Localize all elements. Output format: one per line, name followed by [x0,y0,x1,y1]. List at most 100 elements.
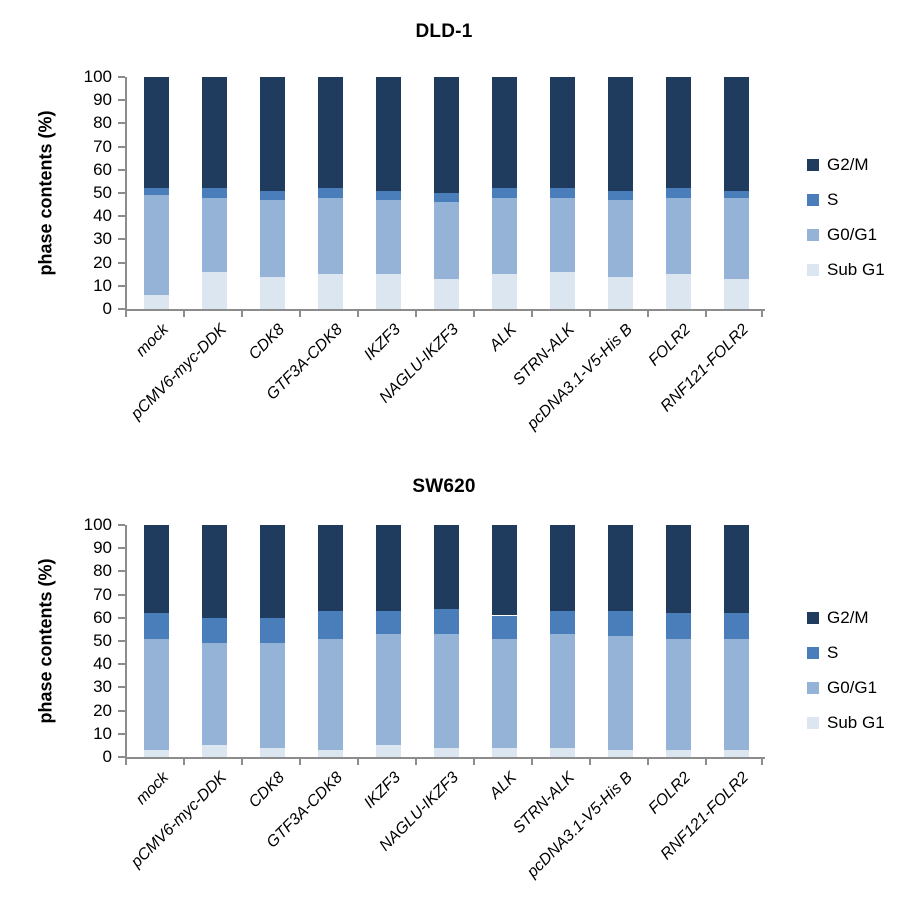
legend-item: G2/M [807,155,885,174]
y-tick-label: 90 [93,90,112,110]
bar-segment-s [433,193,459,203]
bar-segment-g2m [201,525,227,618]
legend-swatch-icon [807,228,819,241]
y-tick-label: 20 [93,700,112,720]
y-tick-label: 0 [102,299,112,318]
bar-segment-g2m [665,525,691,614]
y-tick-mark [118,663,125,666]
y-tick-mark [118,99,125,102]
legend-label: G0/G1 [827,224,878,244]
y-tick-mark [118,122,125,125]
bar-segment-g2m [259,77,285,191]
bar-segment-subg1 [375,274,401,309]
y-tick-label: 40 [93,654,112,674]
y-tick-mark [118,76,125,78]
bar-segment-s [201,188,227,198]
bar-segment-subg1 [549,271,575,309]
legend-item: G0/G1 [807,225,885,244]
y-tick-mark [118,145,125,148]
bar-segment-g0g1 [317,197,343,275]
y-tick-label: 40 [93,206,112,226]
x-tick-mark [589,311,591,317]
bar-segment-g0g1 [433,202,459,279]
x-tick-mark [125,311,127,317]
bar-segment-s [259,190,285,200]
chart-dld1: DLD-1 phase contents (%) G2/M S G0/G1 Sub G… [0,0,921,455]
y-tick-mark [118,192,125,194]
x-tick-mark [183,759,185,765]
bar-segment-s [665,188,691,198]
bar-segment-subg1 [433,278,459,309]
y-tick-mark [118,261,125,264]
plot-area [125,525,765,759]
bar-segment-g2m [375,525,401,611]
bar-segment-s [607,610,633,637]
bar-segment-subg1 [433,747,459,757]
y-tick-label: 0 [102,747,112,766]
bar-segment-g0g1 [665,638,691,751]
legend-label: Sub G1 [827,259,885,279]
bar-segment-g2m [723,77,749,191]
bar-segment-subg1 [201,745,227,757]
y-tick-mark [118,547,125,550]
bar-segment-subg1 [491,274,517,309]
bar-segment-g0g1 [375,199,401,275]
y-tick-label: 60 [93,159,112,179]
legend-swatch-icon [807,716,819,729]
bar-segment-g0g1 [201,197,227,272]
y-tick-label: 80 [93,561,112,581]
x-tick-mark [357,759,359,765]
bar-segment-subg1 [491,747,517,757]
bar-segment-subg1 [607,750,633,757]
bar-segment-g0g1 [723,638,749,751]
legend-swatch-icon [807,611,819,624]
bar-segment-g0g1 [375,634,401,746]
y-tick-label: 30 [93,677,112,697]
x-tick-mark [125,759,127,765]
y-tick-mark [118,732,125,735]
legend-label: S [827,642,839,662]
bar-segment-subg1 [549,747,575,757]
bar-segment-s [433,608,459,635]
bar-segment-subg1 [375,745,401,757]
bar-segment-g2m [259,525,285,618]
bar-segment-g2m [317,525,343,611]
plot-area [125,77,765,311]
y-tick-label: 100 [83,515,112,534]
bar-segment-subg1 [723,278,749,309]
bar-segment-g0g1 [143,638,169,751]
bar-segment-g2m [549,525,575,611]
x-tick-mark [761,759,763,765]
legend-label: G2/M [827,154,869,174]
x-tick-mark [473,311,475,317]
legend-swatch-icon [807,158,819,171]
bar-segment-g2m [375,77,401,191]
y-tick-label: 100 [83,67,112,86]
x-tick-mark [357,311,359,317]
bar-segment-g0g1 [723,197,749,279]
chart-title: DLD-1 [415,21,473,42]
y-tick-label: 70 [93,584,112,604]
bar-segment-s [491,615,517,639]
bar-segment-s [375,190,401,200]
x-tick-mark [647,759,649,765]
bar-segment-s [317,610,343,639]
bar-segment-s [201,617,227,644]
legend-item: Sub G1 [807,260,885,279]
y-tick-mark [118,168,125,171]
y-tick-mark [118,640,125,642]
bar-segment-g2m [491,525,517,616]
bar-segment-s [143,613,169,639]
bar-segment-g0g1 [317,638,343,751]
y-tick-mark [118,215,125,218]
bar-segment-subg1 [317,750,343,757]
bar-segment-g2m [491,77,517,189]
legend-label: G2/M [827,607,869,627]
bar-segment-g0g1 [259,199,285,277]
bar-segment-g2m [549,77,575,189]
y-tick-mark [118,570,125,573]
bar-segment-g2m [317,77,343,189]
bar-segment-g0g1 [143,195,169,296]
y-tick-mark [118,686,125,689]
x-tick-mark [589,759,591,765]
